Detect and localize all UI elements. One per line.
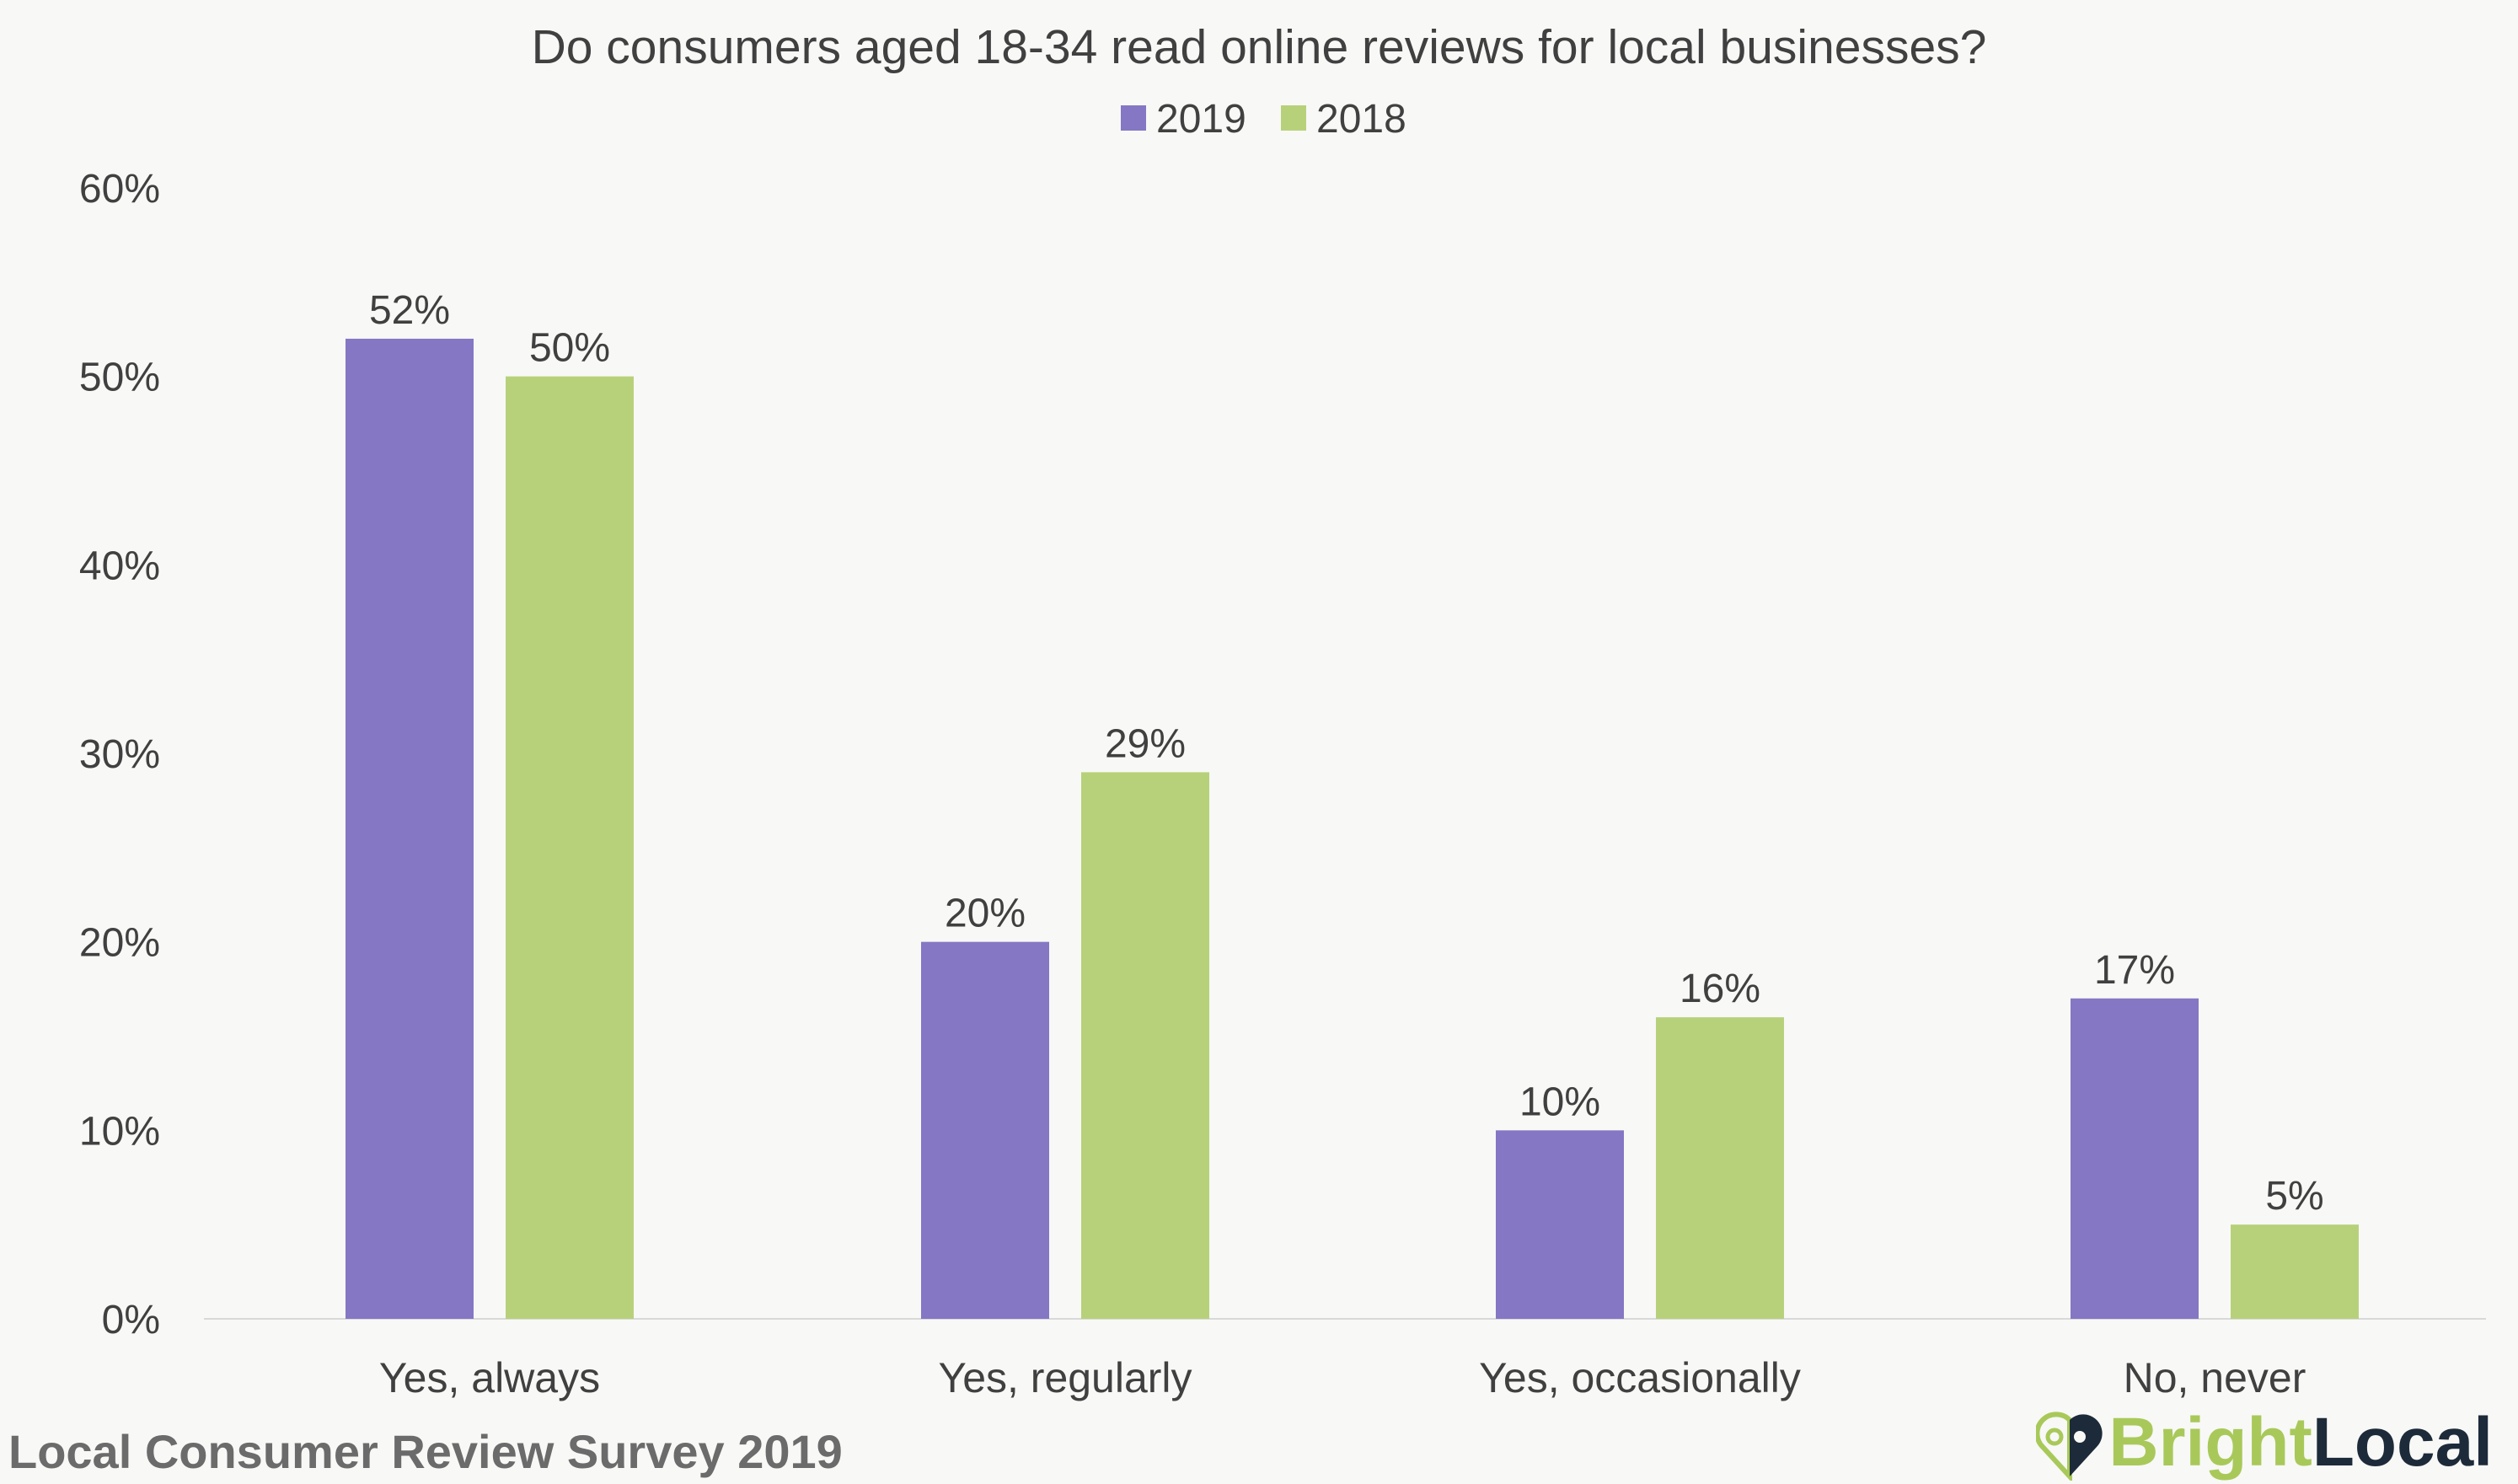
bar-2019 [1496,1130,1624,1319]
data-label: 52% [369,288,450,333]
y-tick-label: 60% [79,167,160,212]
y-tick-label: 40% [79,544,160,588]
x-tick-label: No, never [2124,1354,2306,1401]
y-tick-label: 0% [102,1298,160,1342]
bar-2018 [1656,1017,1784,1319]
bar-2018 [506,376,634,1320]
legend-swatch-2019 [1121,105,1146,131]
bar-2019 [921,941,1049,1319]
legend-label-2019: 2019 [1156,97,1246,142]
logo-text-local: Local [2312,1404,2493,1481]
data-label: 17% [2094,948,2175,993]
legend-label-2018: 2018 [1316,97,1406,142]
data-label: 50% [529,326,610,371]
brightlocal-logo: Bright Local [2036,1403,2493,1482]
logo-text-bright: Bright [2108,1404,2312,1481]
legend-swatch-2018 [1281,105,1306,131]
data-label: 20% [945,892,1026,936]
y-tick-label: 30% [79,732,160,777]
y-tick-label: 10% [79,1109,160,1154]
bar-2019 [346,338,474,1319]
bar-2019 [2071,998,2199,1319]
y-tick-label: 50% [79,356,160,400]
x-tick-label: Yes, always [379,1354,600,1401]
data-label: 10% [1519,1080,1600,1124]
data-label: 16% [1680,967,1760,1011]
footer-source: Local Consumer Review Survey 2019 [8,1425,843,1478]
data-label: 5% [2265,1174,2323,1219]
map-pin-heart-icon [2036,1412,2103,1481]
data-label: 29% [1105,721,1186,766]
bar-2018 [1081,772,1209,1319]
x-tick-label: Yes, regularly [938,1354,1192,1401]
chart-title: Do consumers aged 18-34 read online revi… [532,20,1987,74]
bar-2018 [2231,1224,2359,1319]
y-tick-label: 20% [79,921,160,966]
x-tick-label: Yes, occasionally [1479,1354,1801,1401]
